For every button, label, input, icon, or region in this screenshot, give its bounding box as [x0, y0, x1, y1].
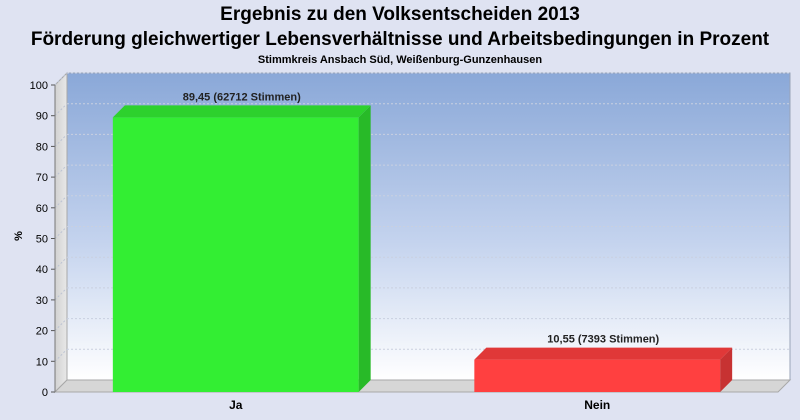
y-tick-label: 10 — [36, 356, 48, 368]
y-tick-label: 80 — [36, 141, 48, 153]
bar-nein: 10,55 (7393 Stimmen) — [474, 334, 733, 392]
bar-top — [112, 105, 371, 118]
y-tick-label: 40 — [36, 264, 48, 276]
bar-top — [474, 347, 733, 360]
bar-side — [358, 105, 371, 393]
bar-series: 89,45 (62712 Stimmen) 10,55 (7393 Stimmen… — [112, 91, 733, 393]
gridline-side — [54, 164, 68, 178]
x-axis: Ja Nein — [229, 398, 610, 412]
y-tick-label: 60 — [36, 203, 48, 215]
y-tick-label: 90 — [36, 111, 48, 123]
y-tick-label: 100 — [30, 80, 48, 92]
x-tick-label: Nein — [584, 398, 610, 412]
data-label: 89,45 (62712 Stimmen) — [183, 91, 301, 103]
gridline-side — [54, 134, 68, 147]
bar-front — [112, 117, 359, 393]
gridline-side — [54, 318, 68, 331]
y-tick-label: 50 — [36, 234, 48, 246]
gridline-side — [54, 72, 68, 86]
bar-front — [474, 359, 721, 392]
gridline-side — [54, 348, 68, 362]
data-label: 10,55 (7393 Stimmen) — [547, 334, 659, 346]
chart-subtitle: Förderung gleichwertiger Lebensverhältni… — [30, 29, 770, 50]
gridline-side — [54, 195, 68, 209]
gridline-side — [54, 103, 68, 117]
chart-region-subtitle: Stimmkreis Ansbach Süd, Weißenburg-Gunze… — [257, 54, 543, 66]
x-tick-label: Ja — [229, 398, 243, 412]
y-tick-label: 30 — [36, 295, 48, 307]
y-axis: 0 10 20 30 40 50 60 70 80 90 100 — [30, 80, 56, 399]
y-axis-label: % — [13, 231, 25, 241]
gridline-side — [54, 287, 68, 301]
y-tick-label: 20 — [36, 326, 48, 338]
bar-side — [720, 347, 733, 392]
chart-title: Ergebnis zu den Volksentscheiden 2013 — [220, 4, 580, 25]
y-tick-label: 0 — [42, 387, 48, 399]
gridline-side — [54, 226, 68, 239]
bar-ja: 89,45 (62712 Stimmen) — [112, 91, 371, 393]
y-tick-label: 70 — [36, 172, 48, 184]
gridline-side — [54, 256, 68, 270]
